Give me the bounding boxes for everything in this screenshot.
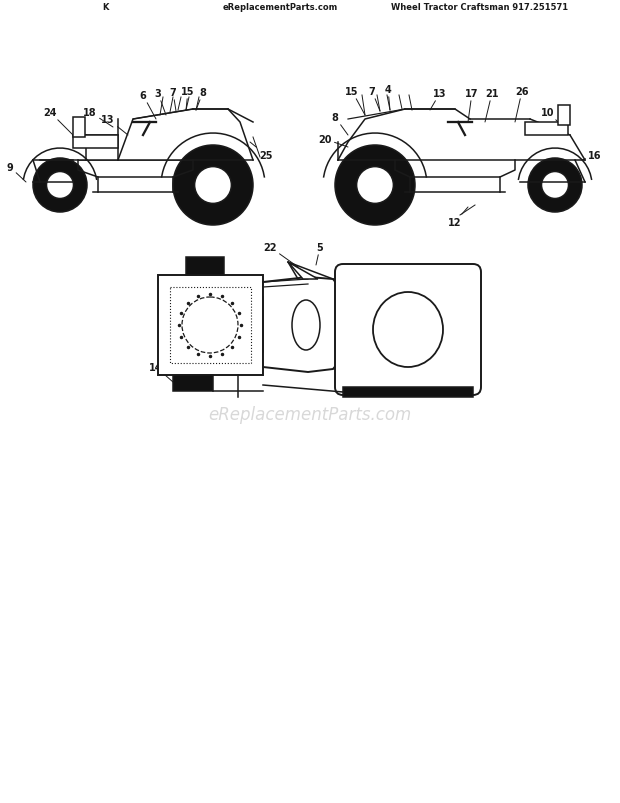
Text: 7: 7 — [170, 88, 176, 112]
Ellipse shape — [373, 292, 443, 368]
Text: 1: 1 — [390, 324, 409, 336]
Text: 20: 20 — [373, 300, 395, 312]
Text: 21: 21 — [485, 89, 498, 123]
Text: 8: 8 — [196, 88, 206, 111]
Text: 25: 25 — [250, 143, 273, 161]
Text: 4: 4 — [384, 85, 391, 111]
Circle shape — [46, 173, 74, 199]
Text: 11: 11 — [233, 284, 247, 303]
Text: 12: 12 — [448, 208, 468, 228]
Bar — [73, 118, 85, 138]
Text: 10: 10 — [541, 108, 558, 123]
Bar — [186, 258, 224, 275]
Circle shape — [528, 159, 582, 213]
Circle shape — [541, 173, 569, 199]
Text: 7: 7 — [369, 87, 380, 112]
Ellipse shape — [292, 300, 320, 351]
Text: K: K — [102, 3, 108, 12]
Text: 15: 15 — [345, 87, 365, 116]
Bar — [558, 106, 570, 126]
Text: 23: 23 — [386, 355, 405, 368]
Text: eReplacementParts.com: eReplacementParts.com — [223, 3, 338, 12]
Bar — [173, 376, 213, 392]
Circle shape — [195, 167, 231, 204]
Text: 20: 20 — [318, 135, 348, 148]
Circle shape — [33, 159, 87, 213]
Text: 6: 6 — [140, 91, 156, 120]
Text: 13: 13 — [430, 89, 447, 111]
Text: 24: 24 — [43, 108, 73, 136]
Text: 18: 18 — [83, 108, 113, 128]
Text: 5: 5 — [316, 243, 324, 266]
Text: 22: 22 — [264, 243, 298, 267]
Polygon shape — [288, 263, 318, 279]
Bar — [525, 123, 568, 136]
Text: 8: 8 — [332, 113, 348, 136]
Circle shape — [335, 146, 415, 226]
Text: 16: 16 — [582, 151, 602, 161]
Polygon shape — [263, 278, 343, 373]
Circle shape — [356, 167, 394, 204]
FancyBboxPatch shape — [335, 265, 481, 396]
Text: 13: 13 — [101, 115, 128, 136]
Bar — [73, 136, 118, 149]
Bar — [170, 287, 251, 364]
Text: 26: 26 — [515, 87, 529, 123]
Text: 17: 17 — [465, 89, 479, 123]
Text: 19: 19 — [264, 284, 277, 300]
Bar — [343, 388, 473, 397]
Text: 15: 15 — [181, 87, 195, 111]
Circle shape — [173, 146, 253, 226]
Text: 3: 3 — [154, 89, 166, 116]
Bar — [158, 275, 263, 376]
Circle shape — [182, 298, 238, 353]
Text: 14: 14 — [149, 362, 173, 382]
Text: 9: 9 — [7, 163, 26, 183]
Text: eReplacementParts.com: eReplacementParts.com — [208, 406, 412, 423]
Text: Wheel Tractor Craftsman 917.251571: Wheel Tractor Craftsman 917.251571 — [391, 3, 569, 12]
